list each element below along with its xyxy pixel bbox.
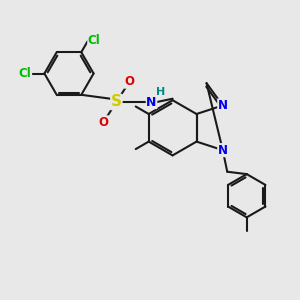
- Text: O: O: [124, 75, 134, 88]
- Text: N: N: [146, 95, 157, 109]
- Text: O: O: [99, 116, 109, 129]
- Text: S: S: [111, 94, 122, 110]
- Text: H: H: [156, 86, 165, 97]
- Text: Cl: Cl: [19, 67, 31, 80]
- Text: Cl: Cl: [88, 34, 100, 47]
- Text: N: N: [218, 144, 228, 157]
- Text: N: N: [218, 99, 228, 112]
